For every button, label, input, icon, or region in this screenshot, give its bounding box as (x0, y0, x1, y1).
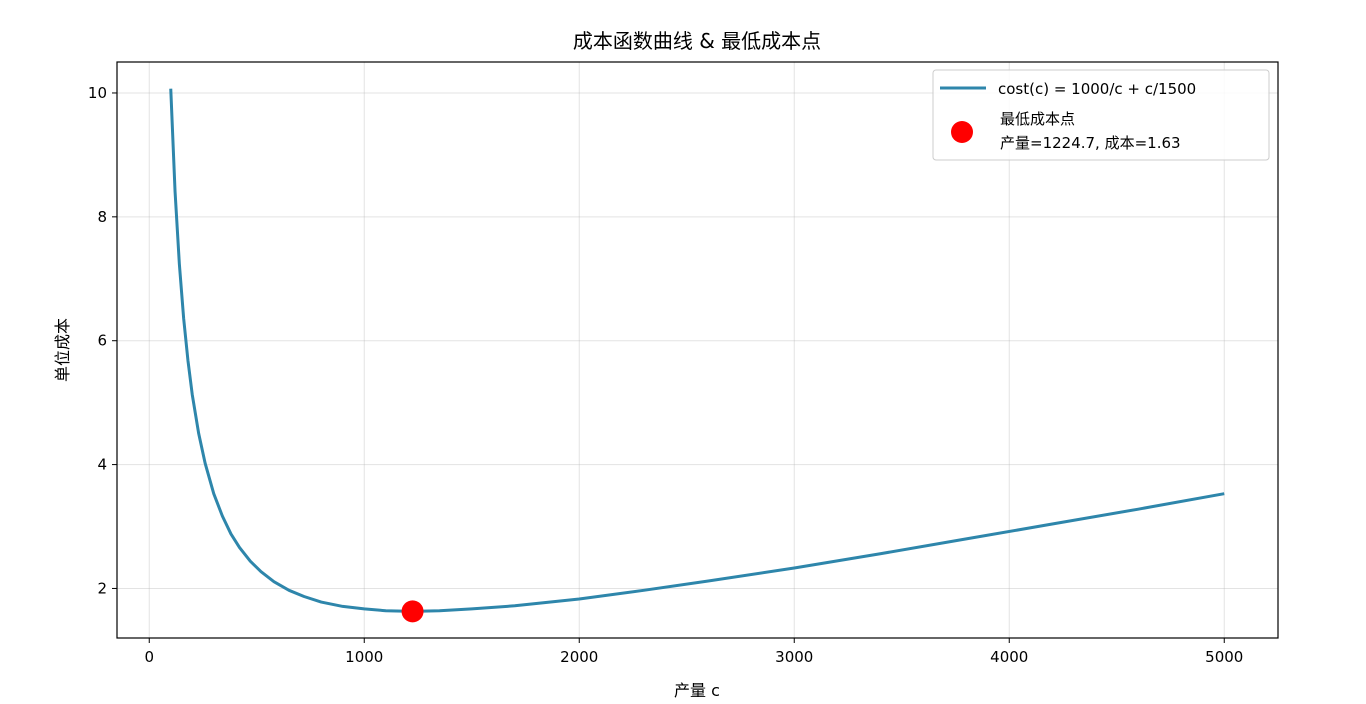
legend-entry-min-title: 最低成本点 (1000, 110, 1075, 128)
plot-frame (116, 61, 1279, 639)
y-tick-label: 10 (88, 84, 107, 102)
chart-title: 成本函数曲线 & 最低成本点 (573, 29, 821, 53)
legend-point-swatch (951, 121, 973, 143)
legend: cost(c) = 1000/c + c/1500 最低成本点 产量=1224.… (932, 69, 1270, 161)
min-cost-point (401, 600, 424, 623)
x-axis: 0 1000 2000 3000 4000 5000 (144, 638, 1243, 666)
legend-box (932, 69, 1270, 161)
x-tick-label: 0 (144, 648, 154, 666)
x-tick-label: 5000 (1205, 648, 1243, 666)
y-tick-label: 6 (97, 332, 107, 350)
y-tick-label: 2 (97, 579, 107, 597)
y-tick-label: 4 (97, 456, 107, 474)
legend-entry-min-detail: 产量=1224.7, 成本=1.63 (1000, 134, 1181, 152)
series-layer (169, 88, 1225, 623)
x-axis-label: 产量 c (674, 681, 720, 700)
x-tick-label: 1000 (345, 648, 383, 666)
legend-entry-cost: cost(c) = 1000/c + c/1500 (998, 80, 1196, 98)
x-tick-label: 3000 (775, 648, 813, 666)
y-axis: 2 4 6 8 10 (88, 84, 117, 597)
y-axis-label: 单位成本 (53, 318, 72, 382)
y-tick-label: 8 (97, 208, 107, 226)
x-tick-label: 2000 (560, 648, 598, 666)
cost-curve-line (169, 88, 1225, 613)
x-tick-label: 4000 (990, 648, 1028, 666)
